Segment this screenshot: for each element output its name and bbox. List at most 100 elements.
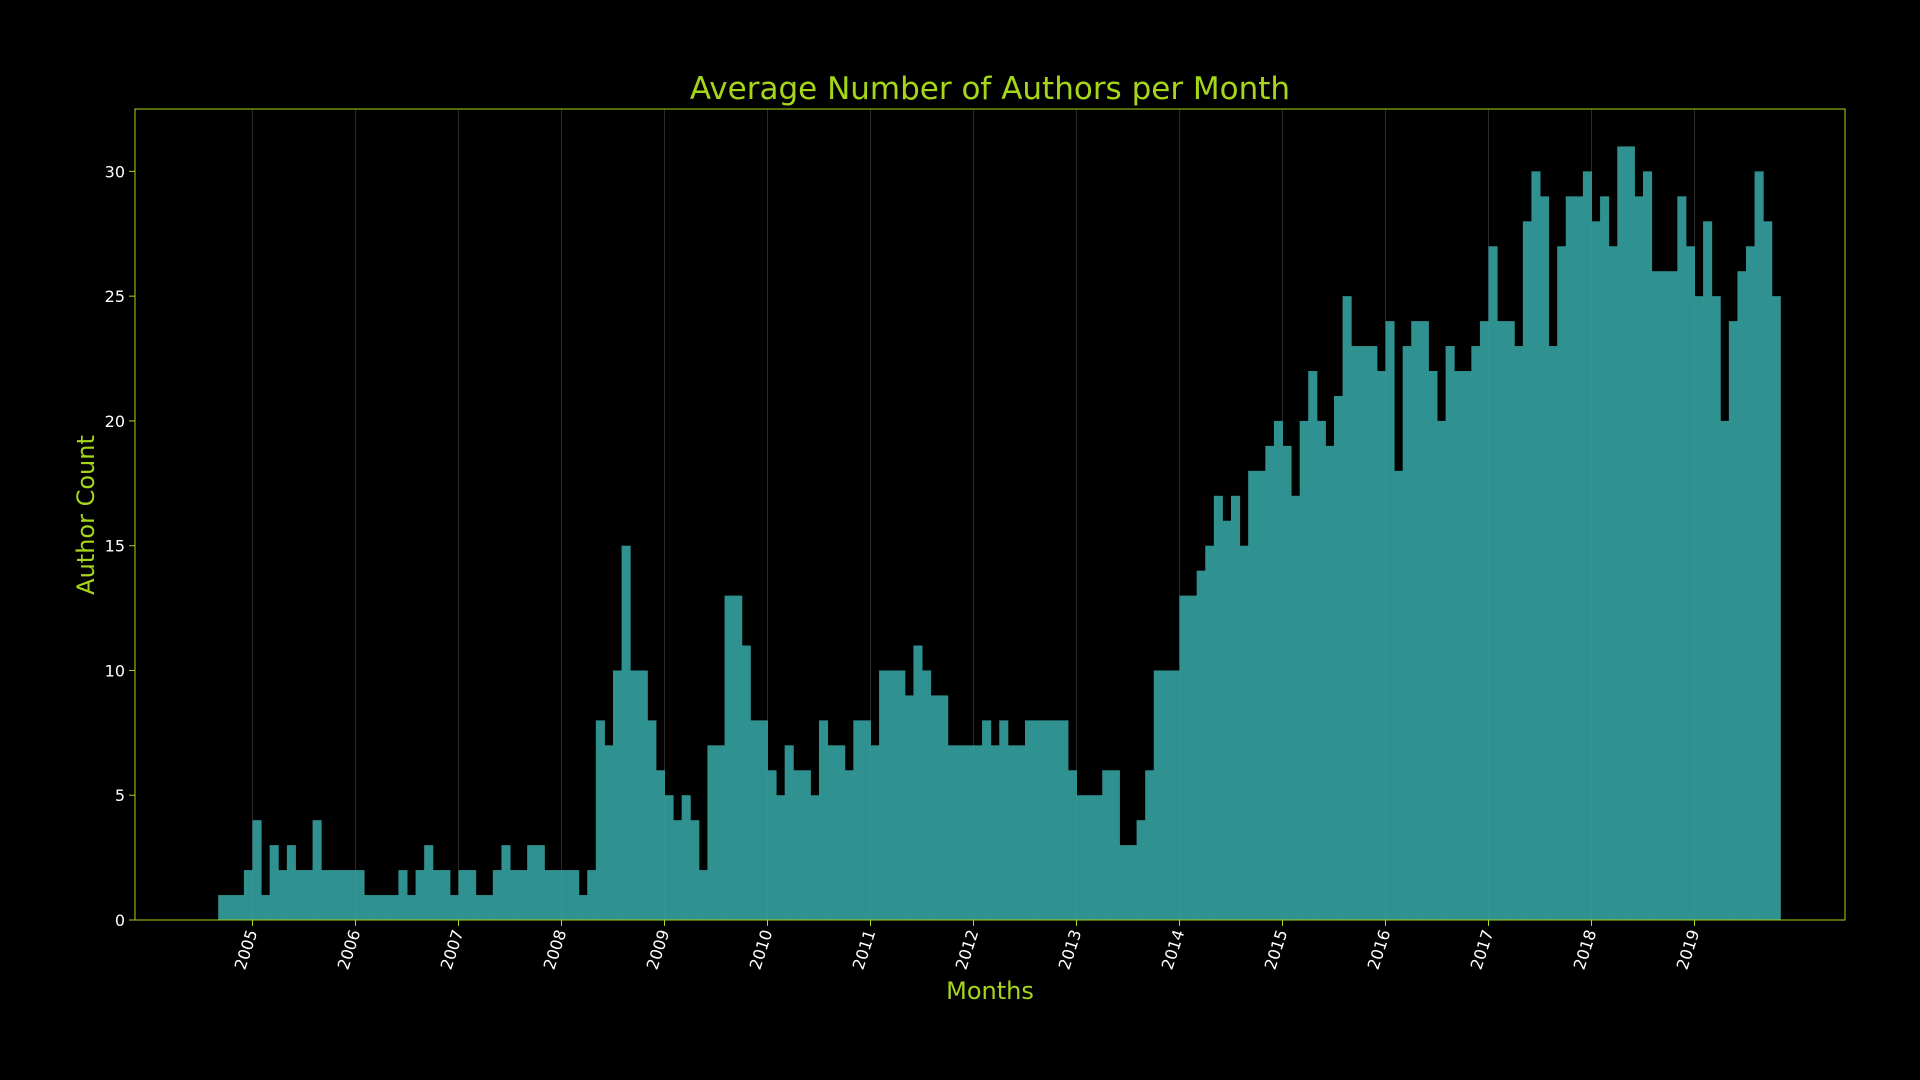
bar [853, 720, 863, 920]
bar [1033, 720, 1043, 920]
bar [389, 895, 399, 920]
bar [716, 745, 726, 920]
y-tick-label: 30 [105, 162, 125, 181]
bar [329, 870, 339, 920]
bar [1608, 246, 1618, 920]
bar [1179, 595, 1189, 920]
bar [913, 645, 923, 920]
bar [1025, 720, 1035, 920]
bar [827, 745, 837, 920]
bar [304, 870, 314, 920]
bar [1119, 845, 1129, 920]
bar [758, 720, 768, 920]
bar [1582, 171, 1592, 920]
bar [510, 870, 520, 920]
bar [1651, 271, 1661, 920]
bar [690, 820, 700, 920]
bar [1222, 520, 1232, 920]
bar [235, 895, 245, 920]
bar [1754, 171, 1764, 920]
chart-title: Average Number of Authors per Month [690, 71, 1290, 107]
bar [1076, 795, 1086, 920]
y-axis-label: Author Count [72, 435, 100, 595]
bar [544, 870, 554, 920]
bar [407, 895, 417, 920]
bar [1153, 670, 1163, 920]
bar [621, 545, 631, 920]
bar [930, 695, 940, 920]
bar [1471, 346, 1481, 920]
bar [475, 895, 485, 920]
bar [278, 870, 288, 920]
bar [1540, 196, 1550, 921]
bar [321, 870, 331, 920]
bar [1110, 770, 1120, 920]
bar [1531, 171, 1541, 920]
bar [449, 895, 459, 920]
bar [844, 770, 854, 920]
bar [1497, 321, 1507, 920]
bar [1591, 221, 1601, 921]
bar [218, 895, 228, 920]
bar [1145, 770, 1155, 920]
y-tick-label: 10 [105, 661, 125, 680]
bar [1488, 246, 1498, 920]
bar [1359, 346, 1369, 920]
bar [1273, 420, 1283, 920]
bar [836, 745, 846, 920]
bar [990, 745, 1000, 920]
y-tick-label: 15 [105, 537, 125, 556]
bar [458, 870, 468, 920]
bar [896, 670, 906, 920]
bar [1746, 246, 1756, 920]
bar [432, 870, 442, 920]
bar [681, 795, 691, 920]
y-tick-label: 5 [115, 786, 125, 805]
bar [1093, 795, 1103, 920]
bar [939, 695, 949, 920]
bar [1316, 420, 1326, 920]
bar [527, 845, 537, 920]
bar [295, 870, 305, 920]
bar [1325, 445, 1335, 920]
bar [613, 670, 623, 920]
bar [904, 695, 914, 920]
bar [1007, 745, 1017, 920]
bar [1479, 321, 1489, 920]
bar [673, 820, 683, 920]
bar [1411, 321, 1421, 920]
bar [1437, 420, 1447, 920]
bar [1282, 445, 1292, 920]
y-tick-label: 25 [105, 287, 125, 306]
bar [492, 870, 502, 920]
bar [604, 745, 614, 920]
bar [595, 720, 605, 920]
bar [243, 870, 253, 920]
bar [1376, 371, 1386, 920]
bar [973, 745, 983, 920]
y-axis-ticks: 0 5 10 15 20 25 30 [105, 162, 135, 930]
bar [1342, 296, 1352, 920]
bar [1557, 246, 1567, 920]
bars-group [218, 146, 1781, 921]
bar [1239, 545, 1249, 920]
bar [1711, 296, 1721, 920]
bar [956, 745, 966, 920]
bar [1685, 246, 1695, 920]
bar [372, 895, 382, 920]
bar [578, 895, 588, 920]
bar [750, 720, 760, 920]
bar [1085, 795, 1095, 920]
bar [1368, 346, 1378, 920]
bar [1763, 221, 1773, 921]
bar [707, 745, 717, 920]
bar [1050, 720, 1060, 920]
bar [999, 720, 1009, 920]
bar [381, 895, 391, 920]
bar [1067, 770, 1077, 920]
bar [338, 870, 348, 920]
bar [441, 870, 451, 920]
bar [1170, 670, 1180, 920]
bar [638, 670, 648, 920]
bar [1600, 196, 1610, 921]
